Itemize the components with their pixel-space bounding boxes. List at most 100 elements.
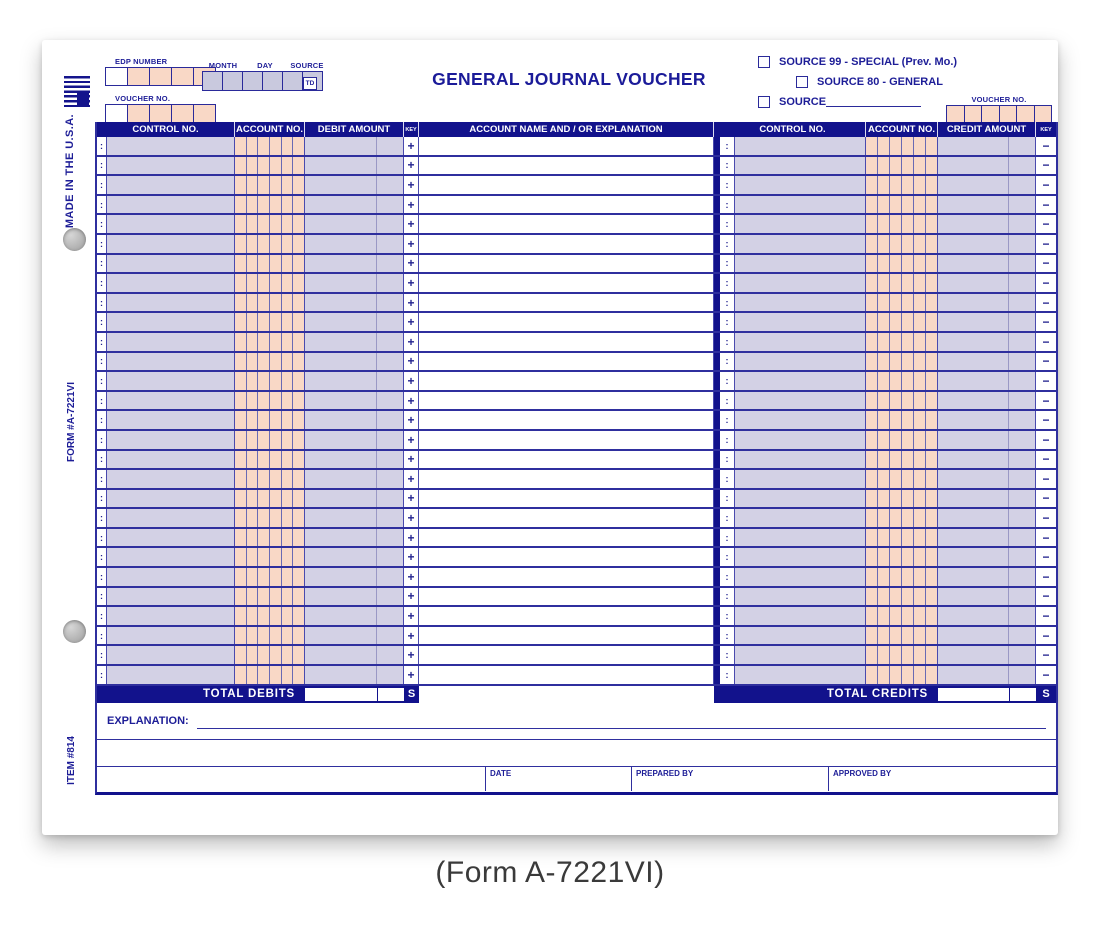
control-no-field-credit <box>735 626 866 645</box>
account-name-field <box>419 587 714 606</box>
table-row: : + : − <box>97 313 1056 333</box>
header-account-no-debit: ACCOUNT NO. <box>235 122 305 137</box>
debit-key-cell: + <box>404 254 419 273</box>
debit-amount-field <box>305 430 377 449</box>
credit-amount-field <box>938 274 1009 292</box>
row-divider <box>714 568 720 586</box>
totals-divider <box>714 685 720 703</box>
row-marker: : <box>720 666 735 684</box>
credit-key-cell: − <box>1036 195 1056 214</box>
row-divider <box>714 450 720 469</box>
account-no-field-credit <box>866 137 938 155</box>
voucher-no-label: VOUCHER NO. <box>115 94 171 103</box>
control-no-field-debit <box>107 626 235 645</box>
row-marker: : <box>97 215 107 233</box>
account-no-field-credit <box>866 352 938 371</box>
row-divider <box>714 470 720 488</box>
credit-amount-field <box>938 372 1009 390</box>
table-row: : + : − <box>97 568 1056 588</box>
control-no-field-credit <box>735 607 866 625</box>
row-divider <box>714 430 720 449</box>
credit-cents-field <box>1009 450 1036 469</box>
account-no-field-credit <box>866 274 938 292</box>
account-no-field-credit <box>866 470 938 488</box>
debit-key-cell: + <box>404 646 419 665</box>
credit-key-cell: − <box>1036 489 1056 508</box>
credit-cents-field <box>1009 313 1036 331</box>
credit-amount-field <box>938 607 1009 625</box>
debit-key-cell: + <box>404 293 419 312</box>
debit-amount-field <box>305 391 377 410</box>
control-no-field-credit <box>735 411 866 429</box>
credit-cents-field <box>1009 372 1036 390</box>
signature-row: DATE PREPARED BY APPROVED BY <box>97 766 1056 792</box>
row-divider <box>714 548 720 567</box>
row-marker: : <box>720 489 735 508</box>
source-label: SOURCE <box>290 61 324 70</box>
control-no-field-credit <box>735 293 866 312</box>
account-no-field-credit <box>866 568 938 586</box>
credit-cents-field <box>1009 587 1036 606</box>
voucher-no-boxes <box>105 104 216 123</box>
debit-key-cell: + <box>404 470 419 488</box>
debit-cents-field <box>377 430 404 449</box>
row-marker: : <box>97 137 107 155</box>
table-row: : + : − <box>97 391 1056 412</box>
control-no-field-debit <box>107 430 235 449</box>
edp-box <box>105 67 128 86</box>
row-marker: : <box>720 528 735 547</box>
control-no-field-debit <box>107 254 235 273</box>
account-name-field <box>419 156 714 175</box>
row-marker: : <box>97 646 107 665</box>
row-marker: : <box>97 176 107 194</box>
credit-key-cell: − <box>1036 215 1056 233</box>
debit-cents-field <box>377 646 404 665</box>
account-name-field <box>419 450 714 469</box>
table-row: : + : − <box>97 607 1056 627</box>
debit-key-cell: + <box>404 509 419 527</box>
account-name-field <box>419 195 714 214</box>
row-marker: : <box>97 332 107 351</box>
row-marker: : <box>97 411 107 429</box>
date-box <box>262 71 283 91</box>
voucher-no-right-boxes <box>946 105 1052 123</box>
row-marker: : <box>720 137 735 155</box>
credit-amount-field <box>938 666 1009 684</box>
form-number-text: FORM #A-7221VI <box>66 382 77 463</box>
control-no-field-debit <box>107 548 235 567</box>
row-marker: : <box>720 176 735 194</box>
debit-amount-field <box>305 332 377 351</box>
credit-key-cell: − <box>1036 430 1056 449</box>
account-no-field-credit <box>866 411 938 429</box>
control-no-field-debit <box>107 372 235 390</box>
header-account-name: ACCOUNT NAME AND / OR EXPLANATION <box>419 122 714 137</box>
credit-key-cell: − <box>1036 568 1056 586</box>
row-marker: : <box>720 215 735 233</box>
row-divider <box>714 666 720 684</box>
credit-cents-field <box>1009 548 1036 567</box>
debit-key-cell: + <box>404 587 419 606</box>
row-marker: : <box>97 528 107 547</box>
debit-key-cell: + <box>404 234 419 253</box>
account-name-field <box>419 274 714 292</box>
debit-key-cell: + <box>404 274 419 292</box>
total-credits-field <box>938 685 1009 703</box>
credit-key-cell: − <box>1036 156 1056 175</box>
row-marker: : <box>720 568 735 586</box>
account-no-field-debit <box>235 607 305 625</box>
total-debits-cents-field <box>377 685 404 703</box>
account-no-field-debit <box>235 274 305 292</box>
day-label: DAY <box>257 61 273 70</box>
debit-key-cell: + <box>404 528 419 547</box>
account-no-field-credit <box>866 176 938 194</box>
row-divider <box>714 391 720 410</box>
table-row: : + : − <box>97 293 1056 314</box>
debit-cents-field <box>377 176 404 194</box>
header-key-credit: KEY <box>1040 126 1052 133</box>
debit-cents-field <box>377 234 404 253</box>
credit-amount-field <box>938 411 1009 429</box>
header-key-debit: KEY <box>404 122 419 137</box>
debit-cents-field <box>377 215 404 233</box>
debit-key-cell: + <box>404 607 419 625</box>
credit-cents-field <box>1009 176 1036 194</box>
